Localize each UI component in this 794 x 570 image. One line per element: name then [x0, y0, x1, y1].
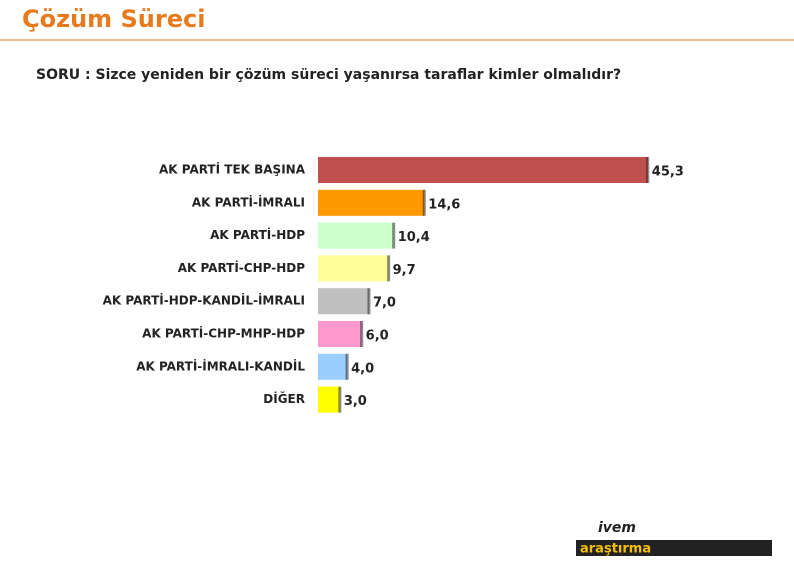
bar — [318, 288, 369, 315]
value-label: 3,0 — [344, 394, 367, 409]
category-label: AK PARTİ-CHP-HDP — [178, 260, 305, 275]
value-label: 7,0 — [373, 296, 396, 311]
logo-top: ivem — [598, 520, 636, 536]
bar — [318, 386, 340, 413]
category-label: AK PARTİ-İMRALI-KANDİL — [136, 358, 305, 373]
bar — [318, 189, 425, 216]
bar — [318, 157, 648, 183]
value-label: 14,6 — [428, 197, 460, 212]
category-label: AK PARTİ-HDP-KANDİL-İMRALI — [103, 293, 305, 308]
page-title: Çözüm Süreci — [22, 5, 205, 33]
value-label: 6,0 — [366, 329, 389, 344]
category-label: AK PARTİ-CHP-MHP-HDP — [142, 326, 305, 341]
bar — [318, 353, 348, 380]
value-label: 4,0 — [351, 361, 374, 376]
logo-bottom: araştırma — [580, 542, 651, 557]
question: SORU : Sizce yeniden bir çözüm süreci ya… — [36, 67, 621, 83]
category-label: AK PARTİ-İMRALI — [192, 194, 305, 209]
category-label: AK PARTİ TEK BAŞINA — [159, 162, 306, 177]
value-label: 9,7 — [393, 263, 416, 278]
category-label: DİĞER — [263, 391, 305, 406]
bar — [318, 255, 389, 282]
value-label: 10,4 — [398, 230, 430, 245]
value-label: 45,3 — [652, 165, 684, 180]
category-label: AK PARTİ-HDP — [210, 227, 305, 242]
bar — [318, 222, 394, 249]
bar — [318, 321, 362, 347]
logo-band — [576, 540, 772, 556]
